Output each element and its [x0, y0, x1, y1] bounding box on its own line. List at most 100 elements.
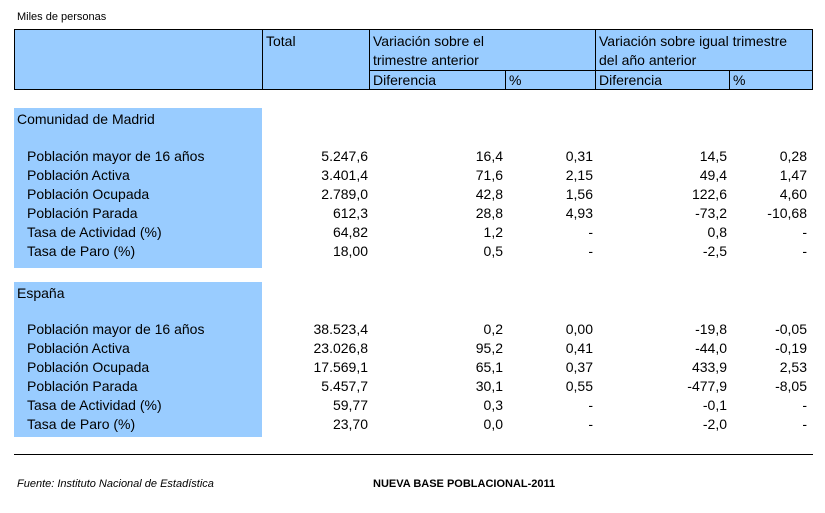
row-pct-prev: 0,55	[565, 378, 593, 394]
header-total: Total	[266, 33, 296, 49]
row-pct-prev: -	[588, 243, 593, 259]
header-diff1: Diferencia	[373, 72, 437, 88]
row-diff-prev: 42,8	[475, 186, 503, 202]
row-diff-year: 0,8	[707, 224, 727, 240]
row-pct-year: -10,68	[767, 205, 807, 221]
row-label: Tasa de Paro (%)	[27, 416, 136, 432]
header-diff1-cell: Diferencia	[369, 70, 506, 90]
row-label: Población Parada	[27, 378, 138, 394]
row-diff-year: -2,0	[702, 416, 727, 432]
row-pct-year: 0,28	[779, 148, 807, 164]
row-total: 612,3	[332, 205, 368, 221]
table-row: Población mayor de 16 años 38.523,4 0,2 …	[0, 320, 825, 339]
header-var-prev-line2: trimestre anterior	[373, 52, 479, 68]
row-pct-prev: -	[588, 416, 593, 432]
row-label: Población mayor de 16 años	[27, 148, 205, 164]
row-diff-year: -0,1	[702, 397, 727, 413]
row-label: Tasa de Actividad (%)	[27, 397, 162, 413]
row-pct-year: -8,05	[775, 378, 807, 394]
row-diff-year: -477,9	[687, 378, 727, 394]
table-row: Población Ocupada 2.789,0 42,8 1,56 122,…	[0, 185, 825, 204]
footer-divider	[14, 454, 813, 455]
row-diff-prev: 1,2	[483, 224, 503, 240]
row-total: 2.789,0	[321, 186, 368, 202]
row-diff-year: 433,9	[691, 359, 727, 375]
row-total: 23.026,8	[313, 340, 369, 356]
section-title-spain: España	[17, 285, 65, 301]
row-pct-year: -0,19	[775, 340, 807, 356]
header-empty-cell	[14, 29, 263, 90]
row-diff-year: -44,0	[695, 340, 727, 356]
row-diff-prev: 16,4	[475, 148, 503, 164]
row-total: 5.457,7	[321, 378, 368, 394]
row-label: Población mayor de 16 años	[27, 321, 205, 337]
row-label: Población Parada	[27, 205, 138, 221]
row-pct-prev: 0,31	[565, 148, 593, 164]
table-row: Tasa de Actividad (%) 64,82 1,2 - 0,8 -	[0, 223, 825, 242]
header-pct1: %	[509, 72, 522, 88]
row-total: 17.569,1	[313, 359, 369, 375]
row-total: 18,00	[332, 243, 368, 259]
row-total: 3.401,4	[321, 167, 368, 183]
row-pct-prev: -	[588, 224, 593, 240]
header-pct2-cell: %	[729, 70, 813, 90]
header-var-prev-line1: Variación sobre el	[373, 33, 485, 49]
row-diff-prev: 71,6	[475, 167, 503, 183]
row-diff-prev: 0,2	[483, 321, 503, 337]
row-label: Tasa de Paro (%)	[27, 243, 136, 259]
header-var-year-line2: del año anterior	[599, 52, 697, 68]
row-pct-year: -	[802, 224, 807, 240]
row-diff-year: 49,4	[699, 167, 727, 183]
row-pct-year: 4,60	[779, 186, 807, 202]
table-row: Tasa de Actividad (%) 59,77 0,3 - -0,1 -	[0, 396, 825, 415]
row-label: Población Ocupada	[27, 186, 150, 202]
row-diff-prev: 95,2	[475, 340, 503, 356]
table-row: Tasa de Paro (%) 23,70 0,0 - -2,0 -	[0, 415, 825, 434]
table-row: Población Parada 612,3 28,8 4,93 -73,2 -…	[0, 204, 825, 223]
table-row: Tasa de Paro (%) 18,00 0,5 - -2,5 -	[0, 242, 825, 261]
row-diff-prev: 65,1	[475, 359, 503, 375]
row-total: 38.523,4	[313, 321, 369, 337]
footer-source: Fuente: Instituto Nacional de Estadístic…	[17, 478, 214, 490]
row-diff-year: -19,8	[695, 321, 727, 337]
spain-label-band	[14, 282, 262, 437]
row-pct-prev: 0,00	[565, 321, 593, 337]
row-pct-year: 2,53	[779, 359, 807, 375]
row-diff-year: -73,2	[695, 205, 727, 221]
units-label: Miles de personas	[17, 11, 107, 23]
table-row: Población Activa 3.401,4 71,6 2,15 49,4 …	[0, 166, 825, 185]
header-var-year-cell: Variación sobre igual trimestre del año …	[595, 29, 813, 71]
row-pct-year: -	[802, 416, 807, 432]
header-total-cell: Total	[262, 29, 370, 90]
header-var-prev-cell: Variación sobre el trimestre anterior	[369, 29, 596, 71]
row-pct-prev: 1,56	[565, 186, 593, 202]
row-diff-prev: 0,5	[483, 243, 503, 259]
row-pct-year: -0,05	[775, 321, 807, 337]
row-total: 64,82	[332, 224, 368, 240]
table-row: Población mayor de 16 años 5.247,6 16,4 …	[0, 147, 825, 166]
header-pct2: %	[733, 72, 746, 88]
row-pct-prev: 0,41	[565, 340, 593, 356]
header-diff2: Diferencia	[599, 72, 663, 88]
row-pct-year: -	[802, 397, 807, 413]
row-label: Población Activa	[27, 167, 130, 183]
row-total: 23,70	[332, 416, 368, 432]
table-row: Población Activa 23.026,8 95,2 0,41 -44,…	[0, 339, 825, 358]
madrid-label-band	[14, 108, 262, 268]
row-diff-year: 122,6	[691, 186, 727, 202]
row-diff-prev: 28,8	[475, 205, 503, 221]
row-total: 59,77	[332, 397, 368, 413]
header-diff2-cell: Diferencia	[595, 70, 730, 90]
row-pct-prev: 0,37	[565, 359, 593, 375]
row-total: 5.247,6	[321, 148, 368, 164]
table-row: Población Parada 5.457,7 30,1 0,55 -477,…	[0, 377, 825, 396]
row-diff-prev: 30,1	[475, 378, 503, 394]
row-pct-prev: -	[588, 397, 593, 413]
section-title-madrid: Comunidad de Madrid	[17, 111, 155, 127]
footer-base-note: NUEVA BASE POBLACIONAL-2011	[373, 478, 556, 490]
row-diff-year: -2,5	[702, 243, 727, 259]
row-diff-year: 14,5	[699, 148, 727, 164]
table-row: Población Ocupada 17.569,1 65,1 0,37 433…	[0, 358, 825, 377]
row-pct-year: -	[802, 243, 807, 259]
row-pct-year: 1,47	[779, 167, 807, 183]
